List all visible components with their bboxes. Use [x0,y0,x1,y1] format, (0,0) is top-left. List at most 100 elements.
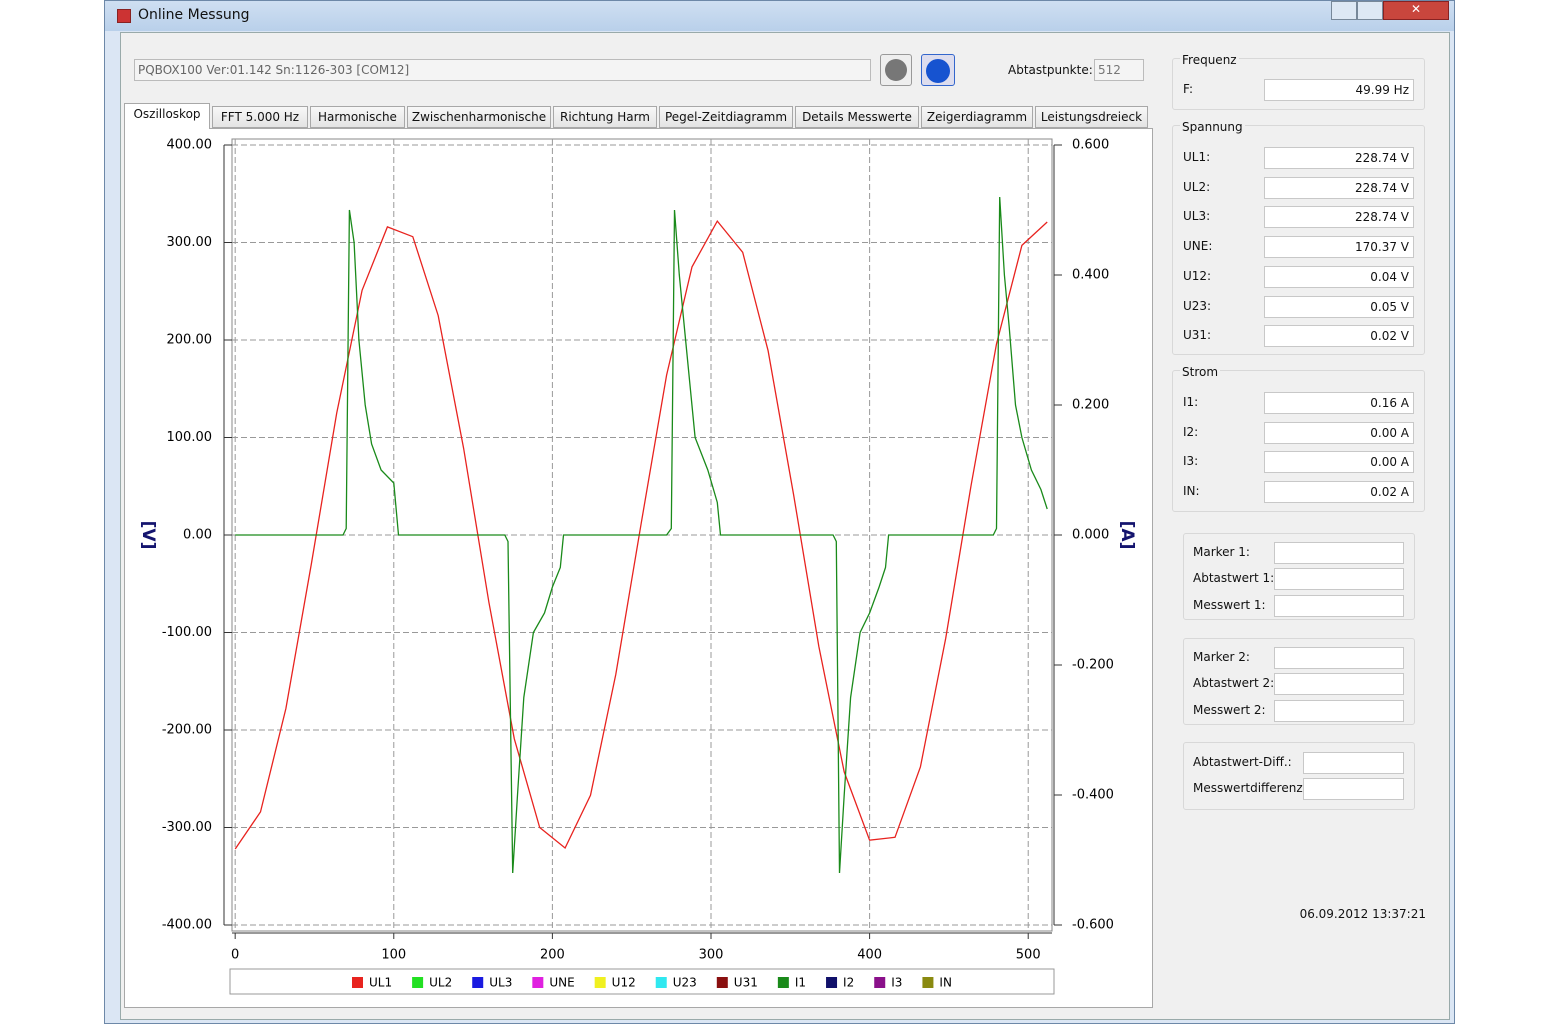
tab[interactable]: Richtung Harm [553,106,657,128]
legend-label: U23 [673,976,697,990]
group-box [1183,533,1415,620]
y-tick-label: -300.00 [162,820,212,835]
group-box [1183,742,1415,810]
y-tick-label: -200.00 [162,723,212,738]
row-label: F: [1183,82,1194,96]
row-label: IN: [1183,484,1200,499]
y-tick-label: 200.00 [167,333,213,348]
marker-label: Marker 2: [1193,650,1250,664]
title-bar [105,1,1454,31]
y2-tick-label: 0.000 [1072,528,1109,543]
legend-label: U31 [734,976,758,990]
legend-swatch [826,977,838,988]
row-label: U31: [1183,328,1212,343]
legend-label: I1 [795,976,806,990]
y-tick-label: 400.00 [167,138,213,153]
tab[interactable]: Harmonische [310,106,405,128]
legend-swatch [532,977,544,988]
value-field: 228.74 V [1264,206,1414,229]
y-tick-label: -100.00 [162,625,212,640]
x-tick-label: 100 [381,948,406,963]
y-tick-label: 300.00 [167,235,213,250]
legend-label: I2 [843,976,854,990]
row-label: U12: [1183,268,1212,283]
value-field: 0.00 A [1264,421,1414,444]
group-box [1172,125,1425,355]
row-label: UL1: [1183,150,1211,164]
group-title: Spannung [1180,120,1245,134]
group-box [1183,638,1415,725]
app-icon [117,9,131,23]
tab[interactable]: Zeigerdiagramm [921,106,1033,128]
close-button[interactable]: ✕ [1383,1,1449,20]
marker-field[interactable] [1274,699,1404,722]
row-label: UL2: [1183,179,1211,194]
tab[interactable]: Pegel-Zeitdiagramm [659,106,793,128]
tab[interactable]: Leistungsdreieck [1035,106,1148,128]
marker-field[interactable] [1303,752,1404,774]
minimize-button[interactable] [1331,1,1357,20]
legend-swatch [412,977,424,988]
marker-field[interactable] [1274,542,1404,564]
legend-label: UL3 [489,976,512,990]
legend-label: UL2 [429,976,452,990]
x-tick-label: 500 [1016,948,1041,963]
legend-swatch [922,977,934,988]
legend-label: I3 [891,976,902,990]
marker-field[interactable] [1274,594,1404,617]
device-select[interactable]: PQBOX100 Ver:01.142 Sn:1126-303 [COM12] [134,59,871,81]
tab[interactable]: Details Messwerte [795,106,919,128]
y2-tick-label: -0.600 [1072,918,1114,933]
y2-axis-label: [A] [1117,521,1137,550]
group-box [1172,58,1425,110]
play-button[interactable] [880,54,912,86]
marker-field[interactable] [1274,647,1404,669]
value-field: 228.74 V [1264,147,1414,169]
marker-label: Messwert 2: [1193,702,1266,717]
value-field: 0.02 A [1264,481,1414,504]
legend-swatch [655,977,667,988]
legend-label: UL1 [369,976,392,990]
marker-field[interactable] [1274,673,1404,696]
row-label: UL3: [1183,209,1211,224]
marker-label: Messwert 1: [1193,597,1266,612]
stop-button[interactable] [921,54,955,86]
value-field: 170.37 V [1264,236,1414,259]
window-title: Online Messung [138,7,250,23]
samples-input[interactable]: 512 [1094,59,1144,81]
tab[interactable]: FFT 5.000 Hz [212,106,308,128]
marker-field[interactable] [1303,778,1404,801]
maximize-button[interactable] [1357,1,1383,20]
legend-box [229,968,1055,995]
value-field: 228.74 V [1264,176,1414,199]
legend-swatch [472,977,484,988]
y2-tick-label: 0.200 [1072,398,1109,413]
value-field: 0.04 V [1264,265,1414,288]
y2-tick-label: 0.400 [1072,268,1109,283]
marker-field[interactable] [1274,568,1404,591]
value-field: 0.05 V [1264,295,1414,318]
group-box [1172,370,1425,512]
y2-tick-label: -0.400 [1072,788,1114,803]
value-field: 0.16 A [1264,392,1414,414]
x-tick-label: 200 [540,948,565,963]
tab[interactable]: Zwischenharmonische [407,106,551,128]
y-tick-label: 100.00 [167,430,213,445]
marker-label: Abtastwert 1: [1193,571,1275,586]
legend-label: IN [939,976,952,990]
legend-swatch [874,977,886,988]
tab[interactable]: Oszilloskop [124,103,210,129]
samples-label: Abtastpunkte: [1008,63,1093,77]
value-field: 0.02 V [1264,325,1414,348]
marker-label: Abtastwert-Diff.: [1193,755,1292,769]
x-tick-label: 400 [857,948,882,963]
marker-label: Abtastwert 2: [1193,676,1275,691]
group-title: Strom [1180,365,1221,379]
x-tick-label: 300 [699,948,724,963]
row-label: I3: [1183,454,1199,469]
row-label: I2: [1183,424,1199,439]
y2-tick-label: 0.600 [1072,138,1109,153]
row-label: U23: [1183,298,1212,313]
y-tick-label: 0.00 [183,528,212,543]
